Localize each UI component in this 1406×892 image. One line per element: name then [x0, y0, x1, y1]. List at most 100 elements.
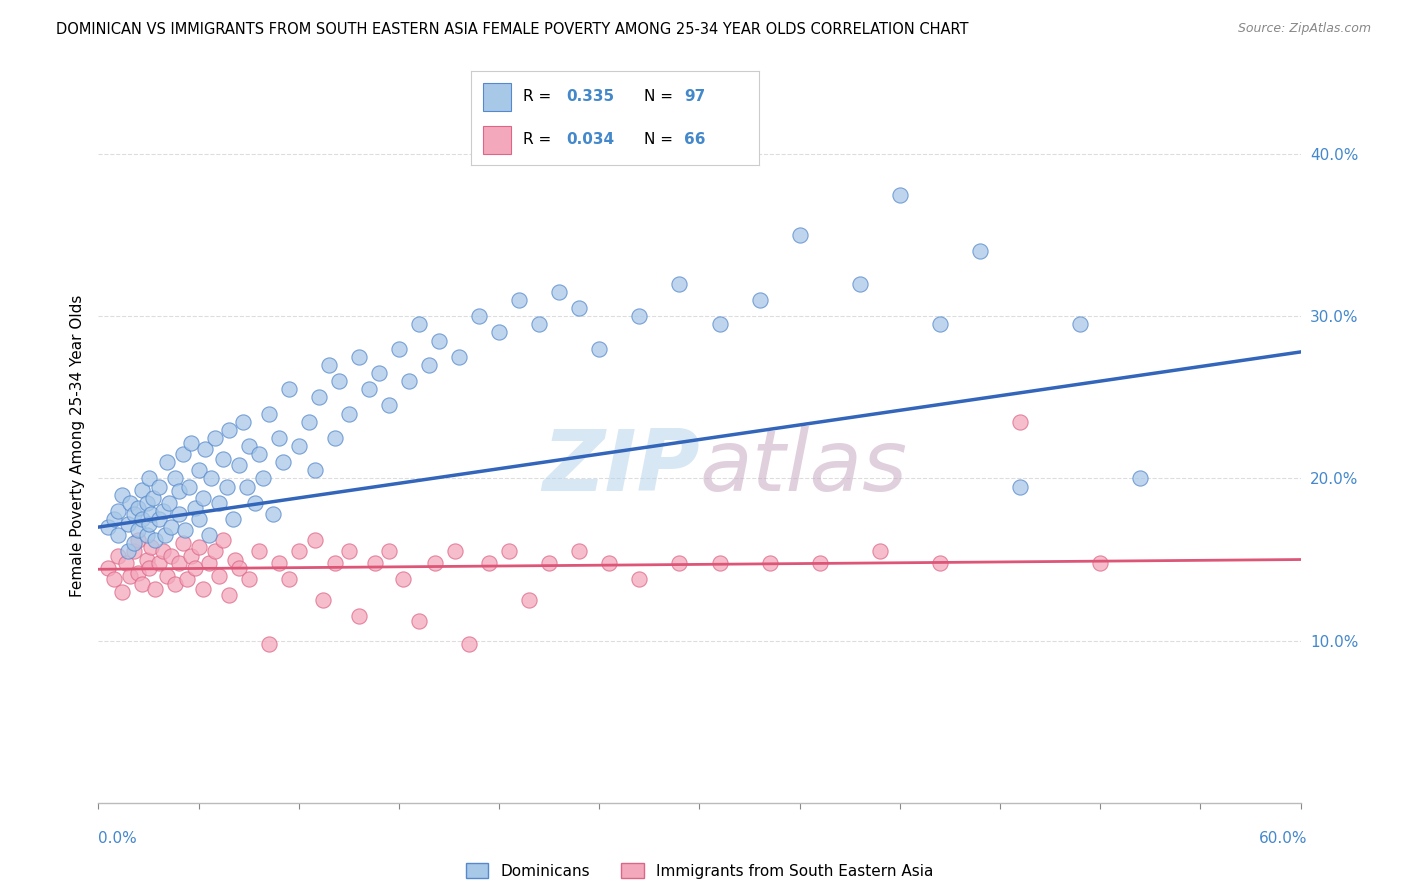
Point	[238, 572, 260, 586]
Text: Source: ZipAtlas.com: Source: ZipAtlas.com	[1237, 22, 1371, 36]
Point	[163, 471, 186, 485]
Point	[364, 556, 387, 570]
Point	[107, 549, 129, 564]
Point	[103, 512, 125, 526]
Point	[849, 277, 872, 291]
Point	[304, 463, 326, 477]
Point	[277, 572, 299, 586]
Text: atlas: atlas	[700, 425, 907, 509]
Point	[298, 415, 321, 429]
Text: 0.0%: 0.0%	[98, 831, 138, 846]
Point	[238, 439, 260, 453]
Point	[215, 479, 238, 493]
Text: 66: 66	[685, 132, 706, 147]
Point	[257, 407, 280, 421]
Point	[167, 556, 190, 570]
Point	[211, 452, 233, 467]
Point	[117, 544, 139, 558]
Point	[247, 544, 270, 558]
Point	[197, 528, 219, 542]
Point	[418, 358, 440, 372]
Point	[172, 536, 194, 550]
Point	[267, 431, 290, 445]
Text: 0.034: 0.034	[567, 132, 614, 147]
Point	[139, 507, 162, 521]
Point	[568, 544, 591, 558]
Point	[97, 560, 120, 574]
Point	[628, 310, 651, 324]
Point	[318, 358, 340, 372]
Point	[128, 566, 150, 580]
Point	[180, 435, 202, 450]
Point	[529, 318, 551, 332]
Text: DOMINICAN VS IMMIGRANTS FROM SOUTH EASTERN ASIA FEMALE POVERTY AMONG 25-34 YEAR : DOMINICAN VS IMMIGRANTS FROM SOUTH EASTE…	[56, 22, 969, 37]
Point	[128, 524, 150, 538]
Point	[115, 556, 138, 570]
Point	[538, 556, 561, 570]
Point	[748, 293, 770, 307]
Text: ZIP: ZIP	[541, 425, 700, 509]
Point	[252, 471, 274, 485]
Point	[498, 544, 520, 558]
Point	[135, 528, 157, 542]
Text: 0.335: 0.335	[567, 89, 614, 104]
Bar	[482, 83, 512, 111]
Point	[468, 310, 491, 324]
Point	[709, 556, 731, 570]
Point	[929, 318, 952, 332]
Y-axis label: Female Poverty Among 25-34 Year Olds: Female Poverty Among 25-34 Year Olds	[69, 295, 84, 597]
Point	[357, 382, 380, 396]
Point	[408, 318, 430, 332]
Point	[969, 244, 991, 259]
Point	[183, 500, 205, 515]
Point	[138, 560, 160, 574]
Point	[177, 479, 200, 493]
Point	[187, 512, 209, 526]
Point	[204, 544, 226, 558]
Point	[378, 399, 401, 413]
Point	[152, 544, 174, 558]
Point	[337, 407, 360, 421]
Point	[200, 471, 222, 485]
Text: N =: N =	[644, 89, 678, 104]
Text: N =: N =	[644, 132, 678, 147]
Point	[304, 533, 326, 547]
Point	[277, 382, 299, 396]
Point	[668, 556, 690, 570]
Point	[139, 540, 162, 554]
Point	[191, 582, 214, 596]
Point	[187, 463, 209, 477]
Point	[347, 350, 370, 364]
Point	[889, 187, 911, 202]
Point	[163, 577, 186, 591]
Point	[478, 556, 501, 570]
Point	[120, 568, 142, 582]
Point	[107, 504, 129, 518]
Point	[423, 556, 446, 570]
Point	[1088, 556, 1111, 570]
Point	[288, 544, 311, 558]
Point	[155, 455, 177, 469]
Point	[548, 285, 571, 299]
Point	[159, 549, 181, 564]
Point	[208, 568, 231, 582]
Point	[408, 614, 430, 628]
Point	[427, 334, 450, 348]
Point	[131, 512, 153, 526]
Point	[218, 423, 240, 437]
Point	[267, 556, 290, 570]
Point	[157, 496, 180, 510]
Point	[135, 552, 157, 566]
Point	[228, 458, 250, 473]
Point	[568, 301, 591, 315]
Point	[211, 533, 233, 547]
Point	[191, 491, 214, 505]
Point	[97, 520, 120, 534]
Point	[194, 442, 217, 457]
Point	[228, 560, 250, 574]
Point	[124, 536, 146, 550]
Point	[444, 544, 467, 558]
Point	[328, 374, 350, 388]
Point	[197, 556, 219, 570]
Point	[508, 293, 530, 307]
